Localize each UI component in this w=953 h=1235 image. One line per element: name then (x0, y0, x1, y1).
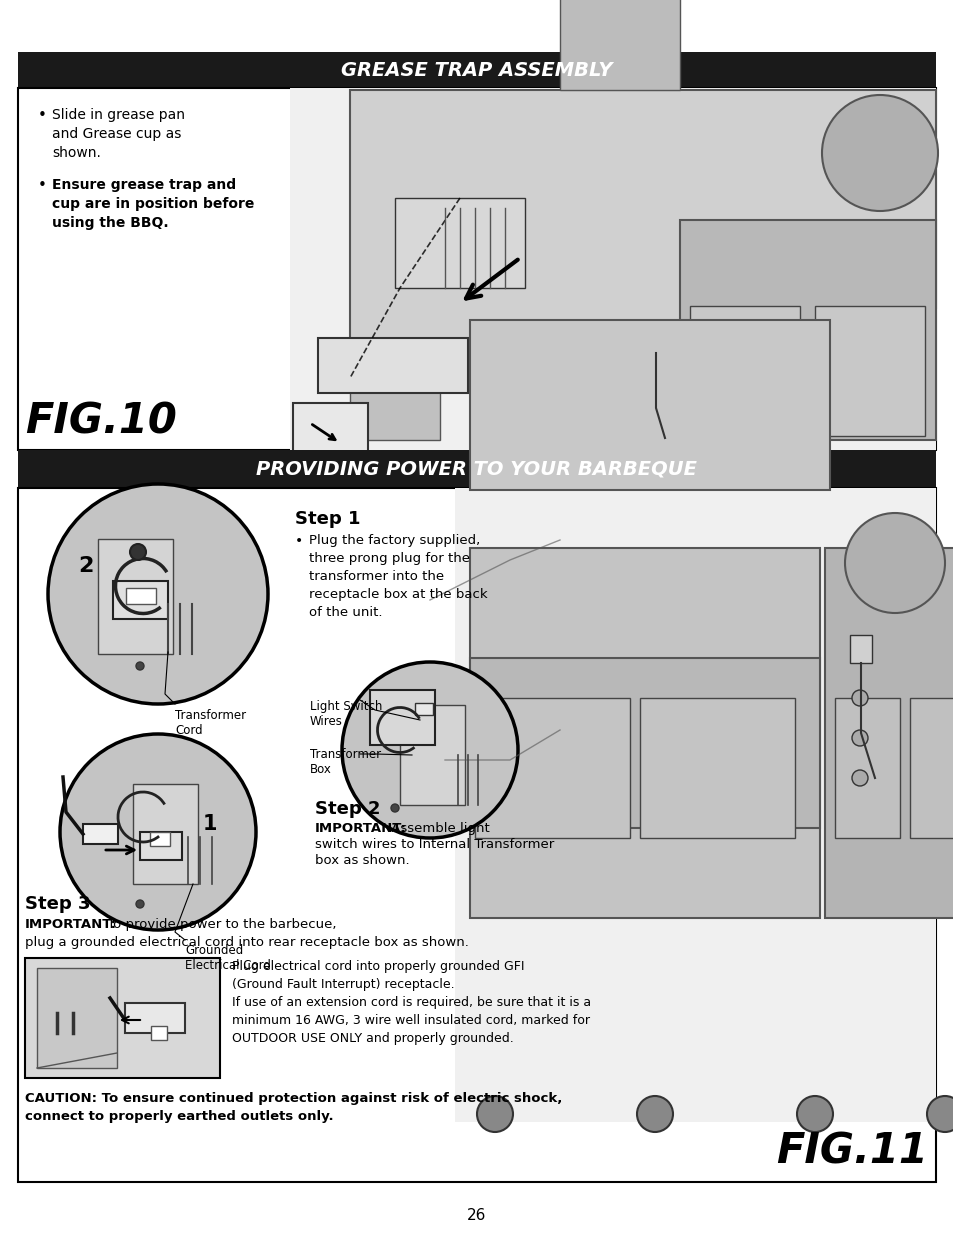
Bar (909, 698, 953, 839)
Text: FIG.11: FIG.11 (776, 1130, 927, 1172)
Polygon shape (350, 90, 935, 348)
Circle shape (851, 730, 867, 746)
Circle shape (821, 95, 937, 211)
Circle shape (662, 459, 680, 477)
Bar (132, 784, 198, 884)
Text: CAUTION: To ensure continued protection against risk of electric shock,: CAUTION: To ensure continued protection … (25, 1092, 561, 1105)
Text: If use of an extension cord is required, be sure that it is a: If use of an extension cord is required,… (232, 995, 591, 1009)
Bar (112, 580, 168, 619)
Text: GREASE TRAP ASSEMBLY: GREASE TRAP ASSEMBLY (341, 61, 612, 79)
Bar (475, 698, 629, 839)
Bar (639, 698, 794, 839)
Text: OUTDOOR USE ONLY and properly grounded.: OUTDOOR USE ONLY and properly grounded. (232, 1032, 514, 1045)
Circle shape (844, 513, 944, 613)
Circle shape (476, 1095, 513, 1132)
Text: PROVIDING POWER TO YOUR BARBEQUE: PROVIDING POWER TO YOUR BARBEQUE (256, 459, 697, 478)
Circle shape (136, 900, 144, 908)
Circle shape (662, 424, 680, 442)
Bar (470, 320, 829, 490)
Circle shape (341, 662, 517, 839)
Bar (679, 220, 935, 440)
Bar (126, 588, 156, 604)
Circle shape (926, 1095, 953, 1132)
Text: 2: 2 (78, 556, 93, 576)
Text: Step 3: Step 3 (25, 895, 91, 913)
Text: plug a grounded electrical cord into rear receptacle box as shown.: plug a grounded electrical cord into rea… (25, 936, 468, 948)
Text: Step 1: Step 1 (294, 510, 360, 529)
Circle shape (136, 662, 144, 671)
Bar (151, 1026, 167, 1040)
Text: FIG.10: FIG.10 (25, 400, 176, 442)
Text: Grounded
Electrical Cord: Grounded Electrical Cord (185, 944, 271, 972)
Bar (559, 0, 679, 90)
Circle shape (130, 543, 146, 559)
Bar (98, 538, 172, 655)
Text: Assemble light: Assemble light (387, 823, 489, 835)
Bar (18, 450, 935, 488)
Bar (455, 488, 935, 1123)
Bar (18, 88, 935, 450)
Bar (814, 306, 924, 436)
Bar (834, 698, 899, 839)
Text: (Ground Fault Interrupt) receptacle.: (Ground Fault Interrupt) receptacle. (232, 978, 455, 990)
Text: Plug the factory supplied,
three prong plug for the
transformer into the
recepta: Plug the factory supplied, three prong p… (309, 534, 487, 619)
Bar (395, 198, 524, 288)
Bar (125, 1003, 185, 1032)
Text: To provide power to the barbecue,: To provide power to the barbecue, (103, 918, 336, 931)
Text: Ensure grease trap and
cup are in position before
using the BBQ.: Ensure grease trap and cup are in positi… (52, 178, 254, 230)
Bar (293, 403, 368, 458)
Text: IMPORTANT:: IMPORTANT: (25, 918, 117, 931)
Bar (150, 832, 170, 846)
Bar (18, 52, 935, 88)
Text: Light Switch
Wires: Light Switch Wires (310, 700, 382, 727)
Circle shape (851, 769, 867, 785)
Bar (644, 324, 666, 353)
Circle shape (60, 734, 255, 930)
Text: 26: 26 (467, 1208, 486, 1223)
Text: •: • (38, 107, 47, 124)
Bar (399, 705, 464, 805)
Text: Transformer
Cord: Transformer Cord (174, 709, 246, 737)
Text: Step 2: Step 2 (314, 800, 380, 818)
Polygon shape (470, 658, 820, 827)
Bar (317, 338, 468, 393)
Bar (849, 635, 871, 663)
Circle shape (48, 484, 268, 704)
Text: 1: 1 (203, 814, 217, 834)
Text: •: • (38, 178, 47, 193)
Bar (83, 824, 118, 844)
Circle shape (391, 804, 398, 811)
Text: •: • (294, 534, 303, 548)
Circle shape (851, 690, 867, 706)
Circle shape (662, 389, 680, 408)
Polygon shape (350, 348, 439, 440)
Bar (470, 548, 820, 918)
Circle shape (796, 1095, 832, 1132)
Text: switch wires to Internal Transformer: switch wires to Internal Transformer (314, 839, 554, 851)
Bar (415, 703, 433, 715)
Circle shape (637, 1095, 672, 1132)
Text: minimum 16 AWG, 3 wire well insulated cord, marked for: minimum 16 AWG, 3 wire well insulated co… (232, 1014, 589, 1028)
Bar (370, 690, 435, 745)
Text: Slide in grease pan
and Grease cup as
shown.: Slide in grease pan and Grease cup as sh… (52, 107, 185, 159)
Bar (689, 306, 800, 436)
Bar (25, 958, 220, 1078)
Text: connect to properly earthed outlets only.: connect to properly earthed outlets only… (25, 1110, 334, 1123)
Bar (290, 88, 935, 450)
Text: Plug electrical cord into properly grounded GFI: Plug electrical cord into properly groun… (232, 960, 524, 973)
Text: IMPORTANT:: IMPORTANT: (314, 823, 407, 835)
Text: Transformer
Box: Transformer Box (310, 748, 381, 776)
Bar (37, 968, 117, 1068)
Text: box as shown.: box as shown. (314, 853, 409, 867)
Bar (140, 832, 182, 860)
Bar (824, 548, 953, 918)
Bar (18, 488, 935, 1182)
